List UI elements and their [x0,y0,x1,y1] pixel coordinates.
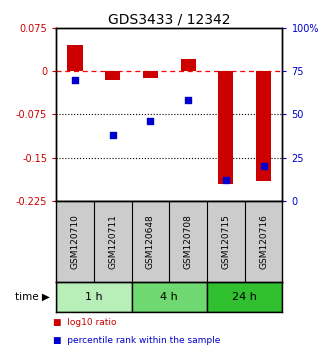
Bar [67,45,82,71]
Bar [218,71,233,184]
Point [73,77,78,82]
Text: ■  log10 ratio: ■ log10 ratio [53,318,117,327]
Bar [181,59,196,71]
Text: GSM120715: GSM120715 [221,214,230,269]
Text: 24 h: 24 h [232,292,257,302]
Title: GDS3433 / 12342: GDS3433 / 12342 [108,12,230,27]
Bar [207,282,282,312]
Text: 4 h: 4 h [160,292,178,302]
Text: GSM120716: GSM120716 [259,214,268,269]
Point [261,164,266,169]
Text: GSM120708: GSM120708 [184,214,193,269]
Point [186,98,191,103]
Bar [105,71,120,80]
Text: 1 h: 1 h [85,292,103,302]
Point [110,132,115,138]
Bar [132,282,207,312]
Text: GSM120711: GSM120711 [108,214,117,269]
Bar [143,71,158,79]
Point [223,177,229,183]
Bar [256,71,271,181]
Text: GSM120648: GSM120648 [146,215,155,269]
Text: GSM120710: GSM120710 [71,214,80,269]
Text: time ▶: time ▶ [15,292,50,302]
Bar [56,282,132,312]
Text: ■  percentile rank within the sample: ■ percentile rank within the sample [53,336,220,346]
Point [148,119,153,124]
